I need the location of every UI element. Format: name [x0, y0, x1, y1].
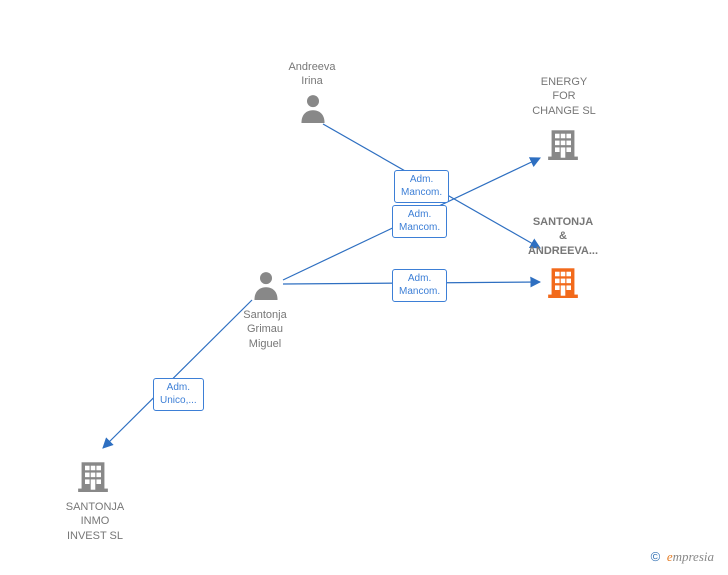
edges-layer — [0, 0, 728, 575]
edge-label: Adm. Mancom. — [394, 170, 449, 203]
branding-rest: mpresia — [673, 549, 714, 564]
branding-footer: © empresia — [651, 549, 714, 565]
node-label: SANTONJA INMO INVEST SL — [45, 500, 145, 543]
edge-label: Adm. Mancom. — [392, 205, 447, 238]
node-label: Santonja Grimau Miguel — [215, 308, 315, 351]
edge-label: Adm. Mancom. — [392, 269, 447, 302]
node-label: ENERGY FOR CHANGE SL — [514, 75, 614, 118]
node-label: Andreeva Irina — [262, 60, 362, 89]
diagram-canvas: Andreeva Irina Santonja Grimau Miguel EN… — [0, 0, 728, 575]
node-label: SANTONJA & ANDREEVA... — [513, 215, 613, 258]
edge-label: Adm. Unico,... — [153, 378, 204, 411]
copyright-symbol: © — [651, 549, 661, 564]
